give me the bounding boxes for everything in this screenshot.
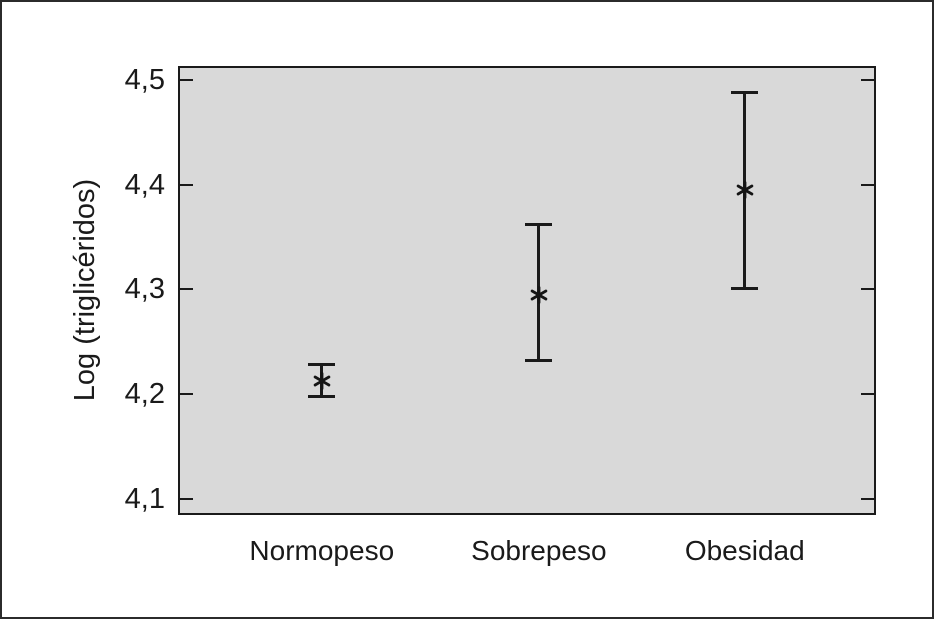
x-tick-label: Sobrepeso <box>471 535 607 566</box>
x-tick-label: Obesidad <box>684 535 805 566</box>
error-bar-cap-bottom <box>525 359 553 363</box>
error-bar-cap-top <box>308 363 336 367</box>
plot-area <box>178 66 876 515</box>
y-tick-right <box>861 183 874 186</box>
y-tick-label: 4,3 <box>124 273 165 306</box>
y-tick-right <box>861 393 874 396</box>
mean-marker-asterisk <box>313 371 331 390</box>
y-tick-left <box>180 393 193 396</box>
mean-marker-asterisk <box>530 285 548 304</box>
y-tick-right <box>861 78 874 81</box>
y-tick-left <box>180 288 193 291</box>
error-bar-cap-bottom <box>731 286 759 290</box>
mean-marker-asterisk <box>736 180 754 199</box>
y-tick-left <box>180 78 193 81</box>
error-bar-cap-bottom <box>308 394 336 398</box>
error-bar-cap-top <box>731 90 759 94</box>
y-tick-left <box>180 498 193 501</box>
y-tick-label: 4,2 <box>124 378 165 411</box>
y-tick-left <box>180 183 193 186</box>
error-bar-cap-top <box>525 222 553 226</box>
x-tick-label: Normopeso <box>249 535 395 566</box>
y-tick-label: 4,5 <box>124 63 165 96</box>
y-tick-right <box>861 288 874 291</box>
y-tick-label: 4,4 <box>124 168 165 201</box>
y-tick-label: 4,1 <box>124 483 165 516</box>
y-tick-right <box>861 498 874 501</box>
